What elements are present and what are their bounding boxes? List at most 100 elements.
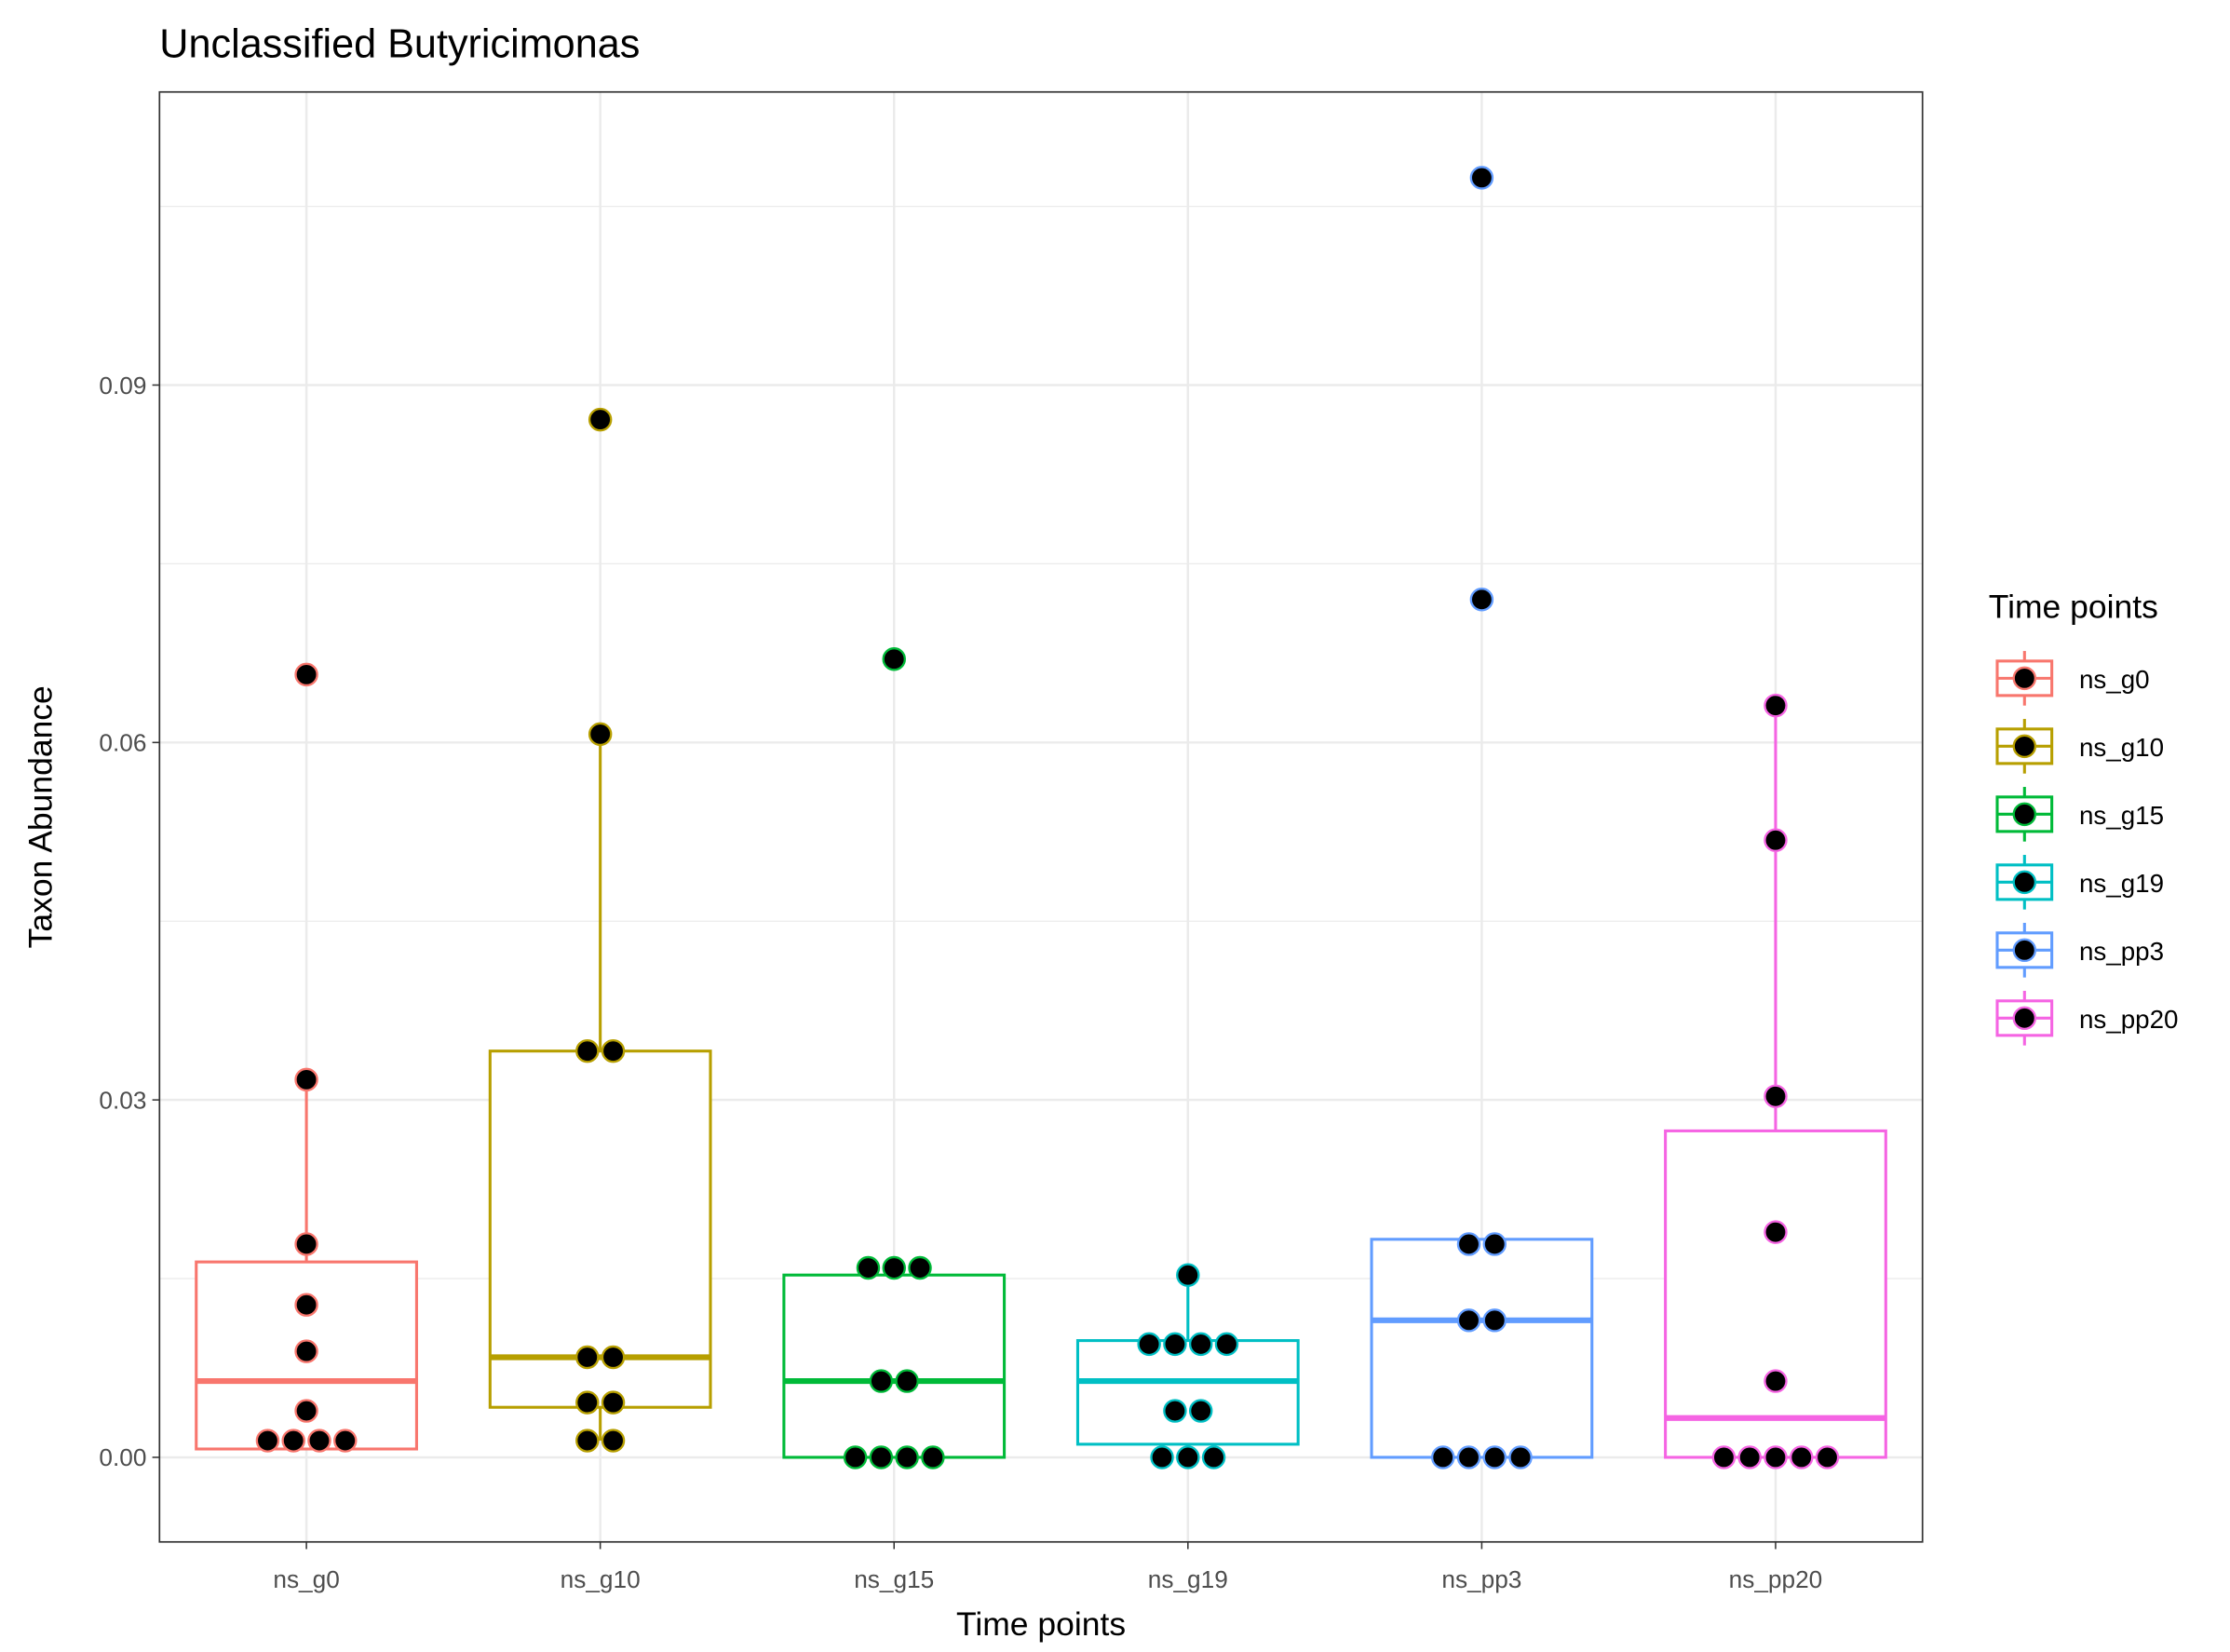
x-axis-title: Time points <box>956 1605 1126 1643</box>
data-point <box>1764 828 1788 852</box>
box-group <box>488 407 712 1453</box>
y-tick-label: 0.06 <box>99 729 146 757</box>
data-point <box>856 1255 881 1280</box>
data-point <box>1456 1308 1481 1333</box>
legend-key-dot <box>2012 666 2037 691</box>
box <box>1370 1238 1594 1459</box>
data-point <box>1163 1332 1187 1357</box>
legend-label: ns_pp3 <box>2079 937 2164 966</box>
data-point <box>1469 166 1494 190</box>
data-point <box>882 647 906 671</box>
data-point <box>895 1445 919 1469</box>
box-group <box>1664 693 1887 1469</box>
data-point <box>1764 1445 1788 1469</box>
legend-title: Time points <box>1989 589 2158 626</box>
data-point <box>1430 1445 1455 1469</box>
legend-key-dot <box>2012 734 2037 759</box>
data-point <box>1137 1332 1161 1357</box>
box-group <box>782 647 1007 1469</box>
box-group <box>195 662 418 1453</box>
data-point <box>1508 1445 1533 1469</box>
box <box>488 1049 712 1409</box>
data-point <box>294 1339 318 1363</box>
legend: ns_g0 ns_g10 ns_g15 ns_g19 ns_pp3 ns_pp20 <box>1995 651 2179 1046</box>
data-point <box>294 1399 318 1423</box>
data-point <box>601 1038 626 1063</box>
data-point <box>601 1390 626 1415</box>
data-point <box>869 1369 894 1393</box>
data-point <box>588 722 613 747</box>
data-point <box>1711 1445 1737 1469</box>
data-point <box>1482 1232 1507 1256</box>
data-point <box>1188 1399 1213 1423</box>
data-point <box>575 1345 600 1370</box>
legend-item: ns_pp20 <box>1995 990 2179 1046</box>
x-tick-label: ns_g19 <box>1148 1565 1228 1593</box>
data-point <box>1482 1308 1507 1333</box>
legend-key-dot <box>2012 870 2037 895</box>
legend-item: ns_g10 <box>1995 719 2164 774</box>
y-tick-label: 0.03 <box>99 1086 146 1114</box>
legend-label: ns_g0 <box>2079 665 2150 694</box>
data-point <box>1790 1445 1814 1469</box>
legend-key-dot <box>2012 802 2037 827</box>
legend-key-dot <box>2012 1006 2037 1031</box>
data-point <box>1176 1263 1200 1287</box>
y-tick-label: 0.00 <box>99 1443 146 1471</box>
panel-border <box>158 90 1924 1543</box>
data-point <box>601 1429 626 1453</box>
legend-item: ns_pp3 <box>1995 923 2164 978</box>
y-tick-label: 0.09 <box>99 372 146 399</box>
box <box>1075 1339 1300 1446</box>
plot-area <box>195 166 1887 1469</box>
data-point <box>1764 1220 1788 1244</box>
data-point <box>1150 1445 1174 1469</box>
data-point <box>575 1390 600 1415</box>
legend-label: ns_g15 <box>2079 801 2164 830</box>
y-axis-title: Taxon Abundance <box>22 685 60 948</box>
legend-label: ns_pp20 <box>2079 1005 2179 1034</box>
legend-label: ns_g10 <box>2079 733 2164 762</box>
data-point <box>575 1038 600 1063</box>
legend-label: ns_g19 <box>2079 869 2164 898</box>
data-point <box>333 1429 358 1453</box>
box-group <box>1370 166 1594 1469</box>
data-point <box>869 1445 894 1469</box>
data-point <box>1482 1445 1507 1469</box>
chart-title: Unclassified Butyricimonas <box>159 22 640 67</box>
data-point <box>281 1429 305 1453</box>
data-point <box>895 1369 919 1393</box>
legend-item: ns_g0 <box>1995 651 2150 706</box>
x-tick-label: ns_pp3 <box>1441 1565 1521 1593</box>
data-point <box>588 407 613 432</box>
box-group <box>1075 1263 1300 1469</box>
data-point <box>601 1345 626 1370</box>
data-point <box>1764 1084 1788 1109</box>
data-point <box>1764 1369 1788 1393</box>
data-point <box>1815 1445 1840 1469</box>
data-point <box>908 1255 932 1280</box>
x-tick-label: ns_pp20 <box>1729 1565 1823 1593</box>
data-point <box>1188 1332 1213 1357</box>
legend-item: ns_g19 <box>1995 855 2164 910</box>
x-tick-label: ns_g15 <box>854 1565 934 1593</box>
data-point <box>1163 1399 1187 1423</box>
legend-key-dot <box>2012 938 2037 963</box>
data-point <box>1214 1332 1239 1357</box>
data-point <box>882 1255 906 1280</box>
data-point <box>294 1293 318 1317</box>
data-point <box>1469 588 1494 612</box>
data-point <box>1737 1445 1762 1469</box>
data-point <box>843 1445 868 1469</box>
data-point <box>294 1232 318 1256</box>
data-point <box>1176 1445 1200 1469</box>
x-tick-label: ns_g0 <box>273 1565 339 1593</box>
box <box>1664 1129 1887 1459</box>
data-point <box>294 1067 318 1092</box>
data-point <box>575 1429 600 1453</box>
legend-item: ns_g15 <box>1995 787 2164 842</box>
data-point <box>1764 693 1788 718</box>
x-tick-label: ns_g10 <box>561 1565 641 1593</box>
data-point <box>1201 1445 1226 1469</box>
